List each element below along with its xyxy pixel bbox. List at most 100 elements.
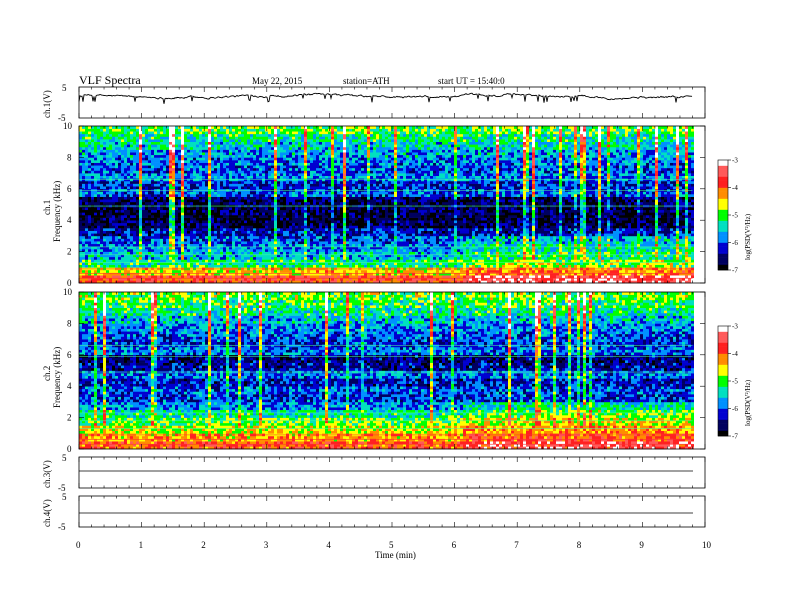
spectrogram-cell [97,252,100,255]
spectrogram-cell [109,252,112,255]
spectrogram-cell [79,144,82,147]
spectrogram-cell [109,131,112,134]
spectrogram-cell [136,134,139,137]
spectrogram-cell [106,207,109,210]
spectrogram-cell [79,134,82,137]
spectrogram-cell [103,129,106,132]
spectrogram-cell [112,139,115,142]
spectrogram-cell [130,131,133,134]
spectrogram-cell [145,215,148,218]
spectrogram-cell [109,225,112,228]
spectrogram-cell [127,178,130,181]
spectrogram-cell [118,186,121,189]
spectrogram-cell [106,239,109,242]
spectrogram-cell [130,241,133,244]
spectrogram-cell [82,202,85,205]
spectrogram-cell [88,139,91,142]
spectrogram-cell [103,275,106,278]
spectrogram-cell [142,215,145,218]
spectrogram-cell [91,239,94,242]
spectrogram-cell [85,257,88,260]
spectrogram-cell [145,257,148,260]
spectrogram-cell [88,202,91,205]
spectrogram-cell [136,155,139,158]
spectrogram-cell [91,184,94,187]
spectrogram-cell [106,218,109,221]
spectrogram-cell [106,170,109,173]
spectrogram-cell [79,136,82,139]
spectrogram-cell [103,160,106,163]
spectrogram-cell [91,194,94,197]
spectrogram-cell [118,202,121,205]
spectrogram-cell [112,207,115,210]
spectrogram-cell [115,270,118,273]
spectrogram-cell [91,202,94,205]
spectrogram-cell [124,155,127,158]
spectrogram-cell [97,163,100,166]
spectrogram-cell [109,157,112,160]
spectrogram-cell [115,178,118,181]
spectrogram-cell [142,270,145,273]
spectrogram-cell [133,194,136,197]
spectrogram-cell [133,265,136,268]
spectrogram-cell [106,139,109,142]
spectrogram-cell [91,178,94,181]
spectrogram-cell [136,275,139,278]
spectrogram-cell [94,168,97,171]
spectrogram-cell [112,155,115,158]
spectrogram-cell [97,225,100,228]
spectrogram-cell [121,241,124,244]
spectrogram-cell [139,197,142,200]
spectrogram-cell [103,244,106,247]
spectrogram-cell [130,215,133,218]
spectrogram-cell [112,157,115,160]
spectrogram-cell [112,163,115,166]
spectrogram-cell [139,239,142,242]
spectrogram-cell [100,157,103,160]
spectrogram-cell [136,150,139,153]
spectrogram-cell [91,236,94,239]
spectrogram-cell [100,194,103,197]
spectrogram-cell [109,194,112,197]
spectrogram-cell [142,218,145,221]
spectrogram-cell [136,168,139,171]
spectrogram-cell [130,176,133,179]
spectrogram-cell [136,163,139,166]
spectrogram-cell [130,252,133,255]
spectrogram-cell [121,160,124,163]
spectrogram-cell [79,233,82,236]
spectrogram-cell [94,220,97,223]
spectrogram-cell [79,129,82,132]
spectrogram-cell [100,257,103,260]
spectrogram-cell [139,218,142,221]
spectrogram-cell [139,181,142,184]
spectrogram-cell [112,160,115,163]
spectrogram-cell [82,181,85,184]
spectrogram-cell [121,257,124,260]
spectrogram-cell [127,150,130,153]
spectrogram-cell [118,129,121,132]
spectrogram-cell [94,157,97,160]
spectrogram-cell [103,181,106,184]
spectrogram-cell [142,241,145,244]
spectrogram-cell [91,131,94,134]
spectrogram-cell [139,184,142,187]
spectrogram-cell [85,220,88,223]
spectrogram-cell [133,241,136,244]
spectrogram-cell [121,186,124,189]
spectrogram-cell [103,165,106,168]
spectrogram-cell [115,273,118,276]
spectrogram-cell [94,186,97,189]
spectrogram-cell [112,178,115,181]
spectrogram-cell [97,257,100,260]
spectrogram-cell [103,176,106,179]
spectrogram-cell [106,126,109,129]
spectrogram-cell [124,220,127,223]
spectrogram-cell [100,233,103,236]
spectrogram-cell [109,155,112,158]
spectrogram-cell [106,191,109,194]
spectrogram-cell [133,142,136,145]
spectrogram-cell [97,241,100,244]
spectrogram-cell [133,218,136,221]
spectrogram-cell [139,210,142,213]
